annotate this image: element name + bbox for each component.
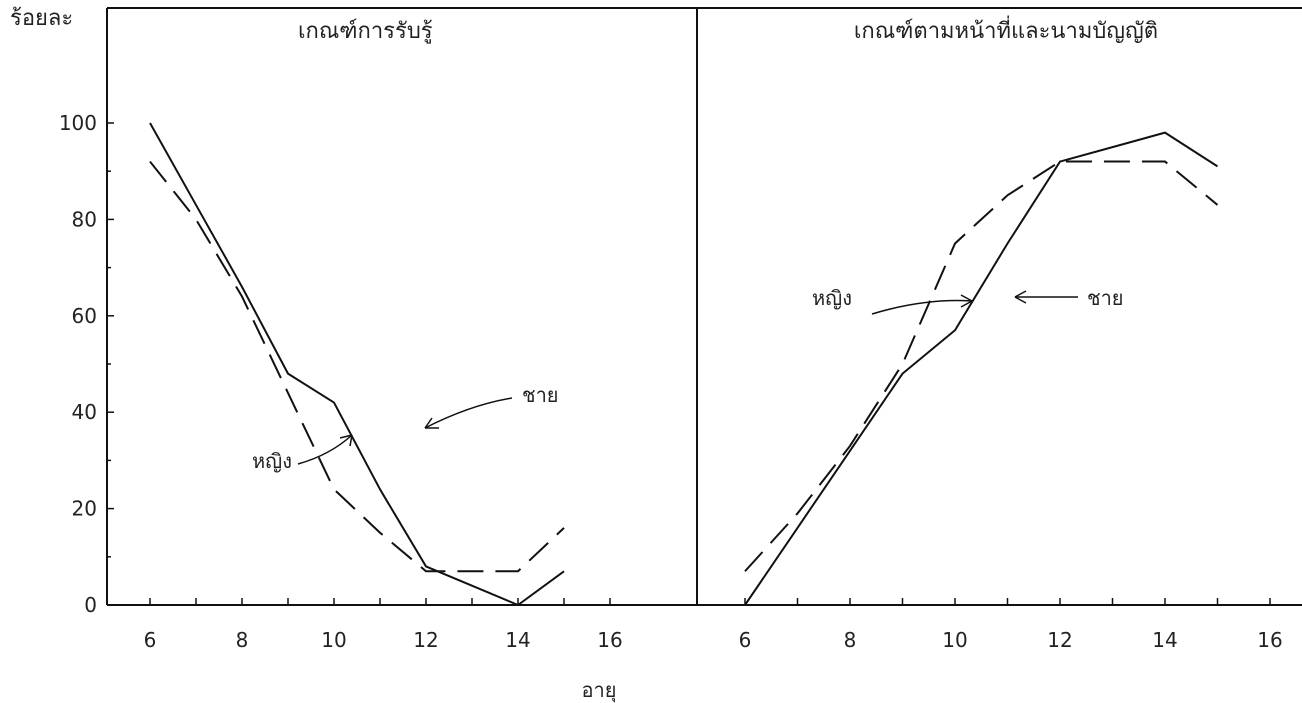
right-male-series-line <box>744 131 1219 606</box>
x-axis-right: 6 8 10 12 14 16 <box>739 598 1283 652</box>
x-tick-label: 8 <box>844 628 857 652</box>
x-tick-label: 16 <box>1257 628 1282 652</box>
y-tick-label: 100 <box>59 111 97 135</box>
arrow-female-right-head <box>960 294 973 308</box>
series-label-female-left: หญิง <box>252 449 292 473</box>
plot-frame <box>106 7 1302 606</box>
arrow-male-left-head <box>424 417 439 429</box>
x-tick-label: 12 <box>1047 628 1072 652</box>
x-tick-label: 14 <box>1152 628 1177 652</box>
y-tick-label: 60 <box>72 304 97 328</box>
x-axis-label: อายุ <box>582 678 617 703</box>
x-tick-label: 8 <box>236 628 249 652</box>
x-tick-label: 12 <box>413 628 438 652</box>
left-female-series-line <box>149 160 565 573</box>
x-tick-label: 6 <box>739 628 752 652</box>
y-tick-label: 0 <box>84 593 97 617</box>
y-axis-label: ร้อยละ <box>10 6 73 31</box>
series-label-male-left: ชาย <box>522 383 559 407</box>
x-tick-label: 10 <box>321 628 346 652</box>
y-axis: 0 20 40 60 80 100 <box>59 111 114 617</box>
x-tick-label: 6 <box>144 628 157 652</box>
series-layer <box>149 122 1219 607</box>
panel-title-left: เกณฑ์การรับรู้ <box>298 19 433 44</box>
arrow-female-left <box>297 434 353 465</box>
left-male-series-line <box>149 122 565 607</box>
y-tick-label: 80 <box>72 207 97 231</box>
x-tick-label: 14 <box>505 628 530 652</box>
series-label-female-right: หญิง <box>812 286 852 310</box>
panel-title-right: เกณฑ์ตามหน้าที่และนามบัญญัติ <box>854 15 1158 44</box>
y-tick-label: 20 <box>72 497 97 521</box>
arrow-female-left-head <box>339 434 353 447</box>
series-label-male-right: ชาย <box>1087 286 1124 310</box>
x-tick-label: 16 <box>597 628 622 652</box>
x-tick-label: 10 <box>942 628 967 652</box>
arrow-female-right <box>871 299 973 315</box>
x-axis-left: 6 8 10 12 14 16 <box>144 598 623 652</box>
arrow-male-right-head <box>1014 290 1027 304</box>
y-tick-label: 40 <box>72 400 97 424</box>
arrow-male-left <box>424 397 513 429</box>
right-female-series-line <box>744 160 1219 572</box>
